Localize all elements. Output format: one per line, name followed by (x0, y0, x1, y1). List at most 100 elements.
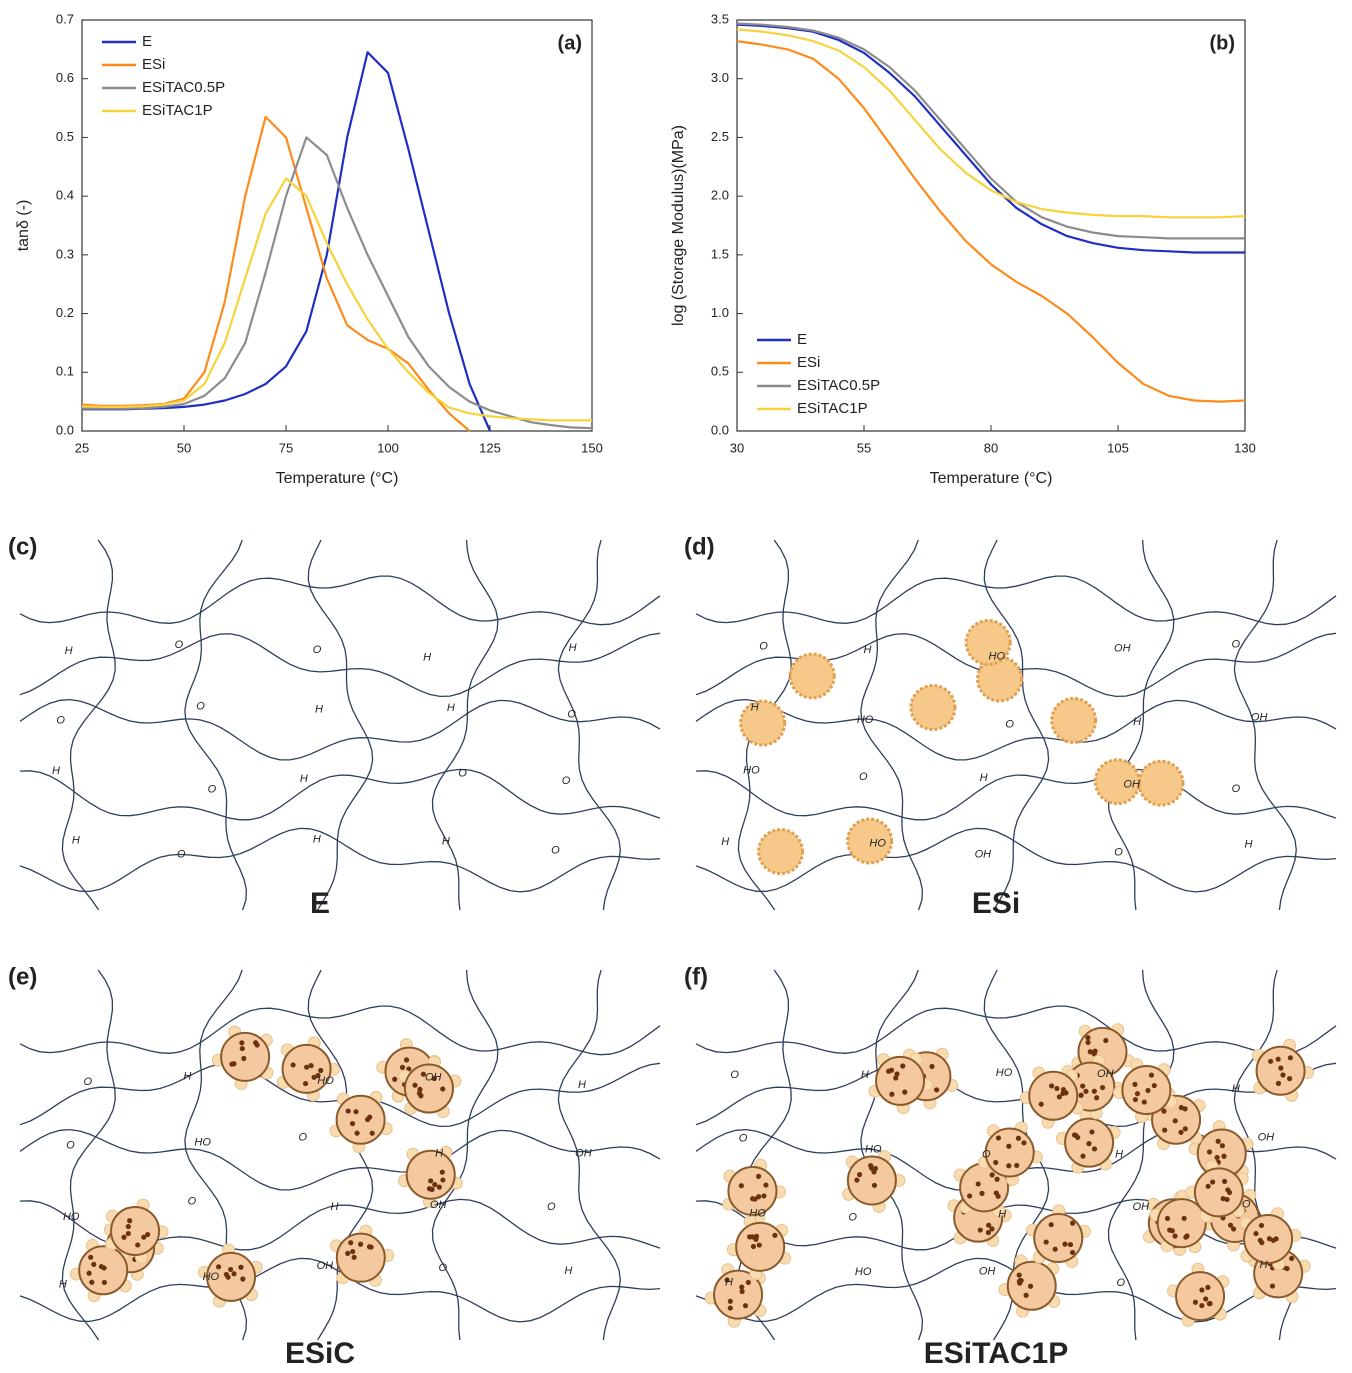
polymer-chain (19, 698, 661, 761)
composite-particle (846, 1155, 897, 1206)
particle-dot (1275, 1056, 1281, 1062)
polymer-chain (695, 768, 1337, 821)
particle-dot (1269, 1283, 1276, 1289)
y-tick-label: 0.5 (711, 364, 729, 379)
legend-label: ESiTAC0.5P (797, 377, 880, 394)
particle-dot (349, 1120, 356, 1127)
chemical-group: OH (1258, 1131, 1275, 1143)
silica-particle (909, 684, 957, 732)
chemical-group: O (66, 1139, 75, 1151)
polymer-chain (695, 827, 1337, 893)
panel-label: (d) (684, 533, 715, 560)
composite-particle (875, 1055, 926, 1106)
chemical-group: H (1115, 1148, 1123, 1160)
chemical-group: H (313, 834, 321, 846)
particle-dot (1206, 1149, 1213, 1155)
particle-dot (1087, 1049, 1093, 1055)
particle-dot (431, 1075, 437, 1082)
line-series (736, 28, 1246, 219)
particle-dot (1284, 1265, 1290, 1272)
particle-dot (1085, 1039, 1091, 1046)
panel-title: (a) (558, 32, 582, 54)
x-axis-label: Temperature (°C) (276, 470, 399, 487)
chemical-group: O (1232, 639, 1241, 651)
legend-label: ESiTAC1P (797, 400, 868, 417)
silica-particle (964, 619, 1012, 667)
polymer-chain (1107, 969, 1175, 1341)
particle-dot (1062, 1241, 1068, 1247)
silica-particle (1137, 759, 1185, 807)
particle-dot (1141, 1099, 1147, 1105)
polymer-chain (1107, 539, 1175, 911)
composite-particle (1193, 1167, 1244, 1218)
particle-dot (1287, 1055, 1293, 1061)
particle-dot (1067, 1241, 1074, 1248)
particle-dot (929, 1063, 935, 1070)
particle-dot (1205, 1183, 1211, 1189)
chemical-group: O (848, 1212, 857, 1224)
particle-dot (418, 1093, 424, 1099)
panel-caption: E (310, 887, 330, 920)
chemical-group: O (547, 1201, 556, 1213)
particle-dot (900, 1063, 906, 1069)
panel-caption: ESi (972, 887, 1020, 920)
particle-dot (101, 1279, 108, 1286)
particle-dot (739, 1288, 745, 1295)
particle-dot (1145, 1087, 1151, 1094)
particle-dot (231, 1061, 237, 1067)
legend-label: E (142, 33, 152, 50)
particle-dot (1278, 1065, 1284, 1071)
y-tick-label: 0.4 (56, 188, 74, 203)
particle-dot (1257, 1237, 1263, 1243)
chemical-group: H (65, 645, 73, 657)
chemical-group: O (982, 1149, 991, 1161)
line-series (736, 23, 1245, 254)
particle-dot (440, 1086, 446, 1092)
particle-dot (742, 1303, 749, 1309)
chemical-group: O (759, 640, 768, 652)
particle-dot (304, 1064, 310, 1070)
x-tick-label: 125 (479, 440, 501, 455)
polymer-chain (19, 1128, 661, 1191)
particle-dot (86, 1270, 92, 1276)
particle-dot (1205, 1284, 1211, 1290)
chemical-group: OH (425, 1072, 442, 1084)
particle-dot (1091, 1088, 1097, 1094)
particle-dot (366, 1244, 373, 1250)
line-series (81, 177, 592, 422)
chemical-group: HO (996, 1067, 1013, 1079)
composite-particle (1255, 1045, 1306, 1096)
chemical-group: O (730, 1069, 739, 1081)
polymer-chain (19, 632, 661, 698)
particle-dot (311, 1074, 317, 1080)
particle-dot (101, 1265, 107, 1271)
particle-dot (975, 1181, 981, 1187)
particle-dot (1270, 1237, 1276, 1243)
polymer-chain (61, 969, 116, 1341)
particle-dot (750, 1243, 757, 1250)
y-tick-label: 1.5 (711, 246, 729, 261)
chemical-group: OH (575, 1147, 592, 1159)
x-tick-label: 55 (857, 440, 871, 455)
x-tick-label: 50 (177, 440, 191, 455)
chemical-group: H (300, 773, 308, 785)
chemical-group: O (177, 849, 186, 861)
particle-dot (1199, 1287, 1205, 1293)
particle-dot (1225, 1187, 1231, 1193)
particle-dot (724, 1277, 730, 1283)
composite-particle (1033, 1212, 1084, 1263)
particle-dot (392, 1076, 398, 1082)
particle-dot (933, 1087, 940, 1093)
particle-dot (738, 1183, 744, 1189)
particle-dot (893, 1075, 899, 1081)
particle-dot (1182, 1126, 1188, 1132)
particle-dot (1052, 1246, 1058, 1252)
particle-dot (1099, 1084, 1106, 1091)
chemical-group: OH (1114, 643, 1131, 655)
particle-dot (436, 1184, 442, 1190)
chemical-group: O (458, 768, 467, 780)
particle-dot (240, 1276, 246, 1282)
chemical-group: O (551, 844, 560, 856)
polymer-chain (307, 539, 374, 911)
polymer-chain (695, 575, 1337, 626)
